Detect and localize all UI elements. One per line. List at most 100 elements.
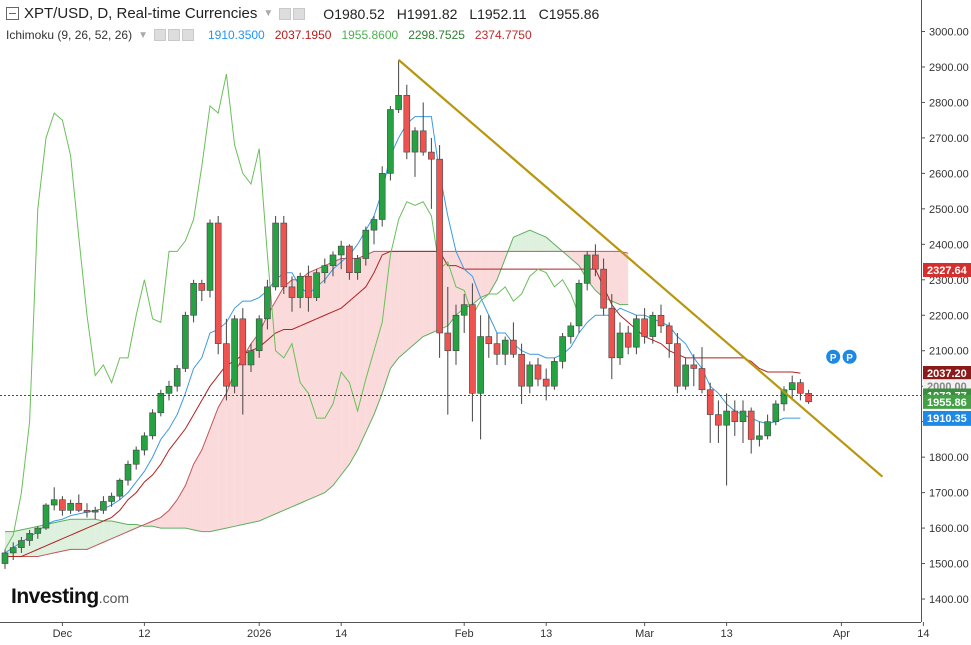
eye-icon[interactable] [279, 7, 292, 20]
indicator-value-senkou-a: 2298.7525 [408, 28, 465, 42]
indicator-value-chikou: 1955.8600 [341, 28, 399, 42]
close-value: 1955.86 [548, 5, 600, 22]
cloud-segment [398, 251, 407, 358]
chevron-down-icon[interactable]: ▼ [138, 29, 148, 41]
candle [452, 304, 460, 365]
candle [657, 304, 665, 333]
cloud-segment [193, 450, 202, 532]
candle [182, 311, 189, 373]
cloud-segment [488, 251, 497, 294]
candle [18, 536, 25, 553]
cloud-segment [152, 517, 161, 529]
open-key: O [323, 5, 335, 22]
candle-body [706, 389, 714, 415]
candle-body [354, 258, 361, 273]
price-label: 2037.20 [923, 366, 971, 381]
cloud-segment [464, 251, 473, 309]
candle [493, 332, 501, 365]
cloud-segment [226, 372, 235, 529]
candle-body [313, 272, 320, 298]
close-icon[interactable] [181, 29, 194, 41]
candle-body [346, 245, 353, 273]
candle-body [428, 151, 435, 160]
candle [477, 315, 484, 440]
cloud-segment [95, 519, 104, 546]
candle [747, 407, 755, 454]
candle-body [182, 314, 189, 369]
eye-icon[interactable] [153, 29, 166, 41]
cloud-segment [160, 510, 169, 529]
candle [173, 364, 181, 392]
cloud-segment [62, 519, 71, 552]
candle-body [772, 403, 780, 422]
cloud-segment [529, 230, 538, 252]
cloud-segment [374, 251, 383, 415]
candle [428, 137, 435, 209]
candle-body [616, 332, 624, 359]
cloud-segment [521, 230, 530, 252]
candle-body [272, 222, 279, 288]
y-tick-label: 2200.00 [929, 310, 969, 322]
settings-icon[interactable] [167, 29, 180, 41]
cloud-segment [357, 254, 366, 451]
candle [288, 276, 296, 312]
candle [149, 409, 156, 440]
candle [682, 357, 689, 390]
candle-body [231, 318, 238, 387]
header-buttons [279, 7, 306, 20]
candle-body [493, 343, 501, 355]
candle-body [403, 95, 411, 153]
settings-icon[interactable] [293, 7, 306, 20]
price-label-text: 1955.86 [927, 397, 967, 409]
candle [485, 315, 493, 358]
candle [91, 506, 99, 520]
candle [518, 343, 525, 404]
candle [780, 386, 788, 412]
candle-body [419, 130, 427, 153]
y-tick-label: 2100.00 [929, 346, 969, 358]
y-tick-label: 2500.00 [929, 204, 969, 216]
x-tick-label: 13 [720, 628, 732, 640]
y-tick-label: 2700.00 [929, 133, 969, 145]
senkou-span-a-line [5, 229, 629, 533]
candle [444, 286, 452, 415]
candle-body [214, 222, 222, 344]
candle-body [600, 268, 607, 309]
candle-body [190, 283, 197, 316]
y-tick-label: 2600.00 [929, 168, 969, 180]
candle [592, 244, 599, 277]
cloud-segment [456, 251, 465, 316]
cloud-segment [128, 524, 137, 532]
price-label-bg [923, 410, 971, 425]
candle [526, 361, 534, 394]
candle [1, 549, 9, 569]
indicator-label[interactable]: Ichimoku (9, 26, 52, 26) [6, 28, 133, 42]
chevron-down-icon[interactable]: ▼ [263, 8, 274, 19]
candle-body [624, 332, 632, 348]
candle [772, 400, 780, 426]
collapse-icon[interactable] [6, 7, 19, 20]
candle-body [157, 392, 165, 414]
candle [313, 269, 320, 302]
candle-body [469, 304, 476, 394]
price-label: 1955.86 [923, 394, 971, 409]
candle [797, 379, 804, 401]
candle [534, 357, 542, 387]
candle-body [510, 339, 517, 355]
y-tick-label: 1700.00 [929, 488, 969, 500]
candle [665, 322, 673, 358]
cloud-segment [406, 251, 415, 351]
candle-body [797, 382, 804, 394]
price-label: 2327.64 [923, 262, 971, 277]
candle-body [337, 245, 345, 256]
candle [198, 279, 206, 302]
symbol-title[interactable]: XPT/USD, D, Real-time Currencies [24, 5, 258, 22]
candle-body [460, 304, 468, 316]
cloud-segment [292, 279, 301, 507]
low-key: L [469, 5, 478, 22]
candle-body [756, 435, 763, 440]
candle-body [247, 350, 255, 366]
candle [501, 336, 509, 365]
